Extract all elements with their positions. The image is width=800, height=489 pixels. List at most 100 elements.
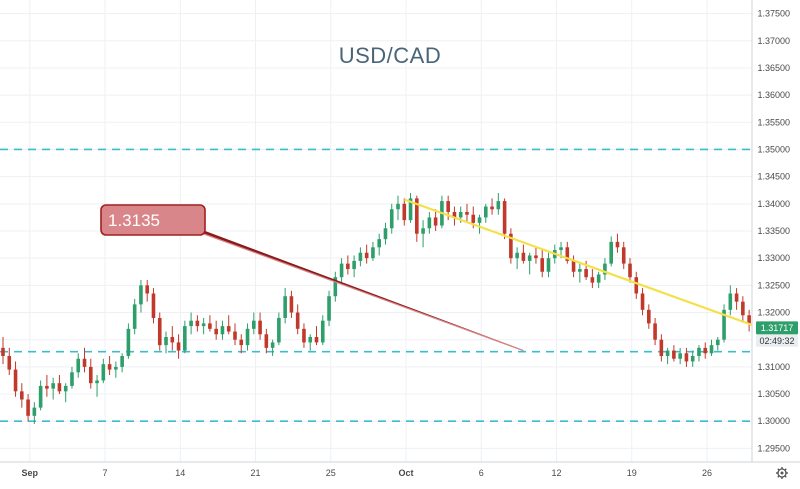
candle-body bbox=[509, 233, 513, 259]
time-axis-ticks: Sep 7 14 21 25 Oct 6 12 19 26 bbox=[22, 468, 712, 478]
candle-body bbox=[653, 323, 657, 340]
candle-body bbox=[114, 366, 118, 370]
candle-body bbox=[314, 336, 319, 343]
candle-body bbox=[452, 211, 457, 218]
candle-body bbox=[741, 301, 745, 316]
candle-body bbox=[408, 198, 413, 221]
price-tick-label: 1.35500 bbox=[757, 117, 790, 127]
candle-body bbox=[615, 241, 620, 248]
price-tick-label: 1.37000 bbox=[757, 36, 790, 46]
candle-body bbox=[377, 239, 381, 248]
candle-body bbox=[402, 203, 407, 221]
candle-body bbox=[51, 383, 55, 389]
candle-body bbox=[603, 263, 607, 275]
candle-body bbox=[302, 328, 306, 343]
candle-body bbox=[647, 309, 651, 324]
candle-body bbox=[38, 385, 43, 408]
price-tick-label: 1.35000 bbox=[757, 144, 790, 154]
candle-body bbox=[57, 383, 62, 392]
candle-body bbox=[107, 364, 112, 370]
last-price-badge-bg bbox=[756, 321, 798, 335]
candle-body bbox=[584, 269, 588, 278]
time-tick-label: 19 bbox=[627, 468, 637, 478]
candle-body bbox=[728, 293, 733, 310]
candle-body bbox=[339, 263, 344, 278]
price-tick-label: 1.34500 bbox=[757, 172, 790, 182]
candle-body bbox=[352, 260, 356, 270]
candle-body bbox=[672, 350, 676, 359]
candle-body bbox=[371, 247, 375, 259]
candle-body bbox=[715, 339, 720, 346]
candle-body bbox=[145, 285, 150, 294]
candle-body bbox=[327, 296, 331, 321]
candle-body bbox=[233, 331, 237, 340]
price-tick-label: 1.33000 bbox=[757, 253, 790, 263]
time-tick-label: 26 bbox=[702, 468, 712, 478]
candle-body bbox=[734, 293, 739, 302]
price-axis-panel[interactable] bbox=[752, 0, 800, 462]
time-tick-label: 21 bbox=[251, 468, 261, 478]
candle-body bbox=[697, 347, 701, 357]
callout-label: 1.3135 bbox=[108, 211, 160, 230]
candle-body bbox=[82, 358, 87, 367]
candle-body bbox=[621, 247, 626, 264]
candle-body bbox=[678, 353, 682, 359]
candle-body bbox=[239, 339, 244, 346]
candle-body bbox=[139, 285, 143, 305]
candle-body bbox=[208, 323, 212, 329]
candle-body bbox=[389, 209, 394, 229]
time-axis-panel[interactable] bbox=[0, 462, 800, 484]
candle-body bbox=[527, 255, 532, 261]
candle-body bbox=[277, 317, 281, 343]
candle-body bbox=[101, 364, 106, 381]
candle-body bbox=[483, 206, 488, 218]
price-tick-label: 1.34000 bbox=[757, 199, 790, 209]
candle-body bbox=[13, 369, 18, 392]
gear-icon[interactable] bbox=[776, 467, 788, 479]
candle-body bbox=[201, 323, 206, 327]
chart-title: USD/CAD bbox=[339, 43, 442, 68]
candle-body bbox=[490, 206, 494, 210]
candle-body bbox=[1, 347, 5, 357]
candle-body bbox=[383, 228, 388, 240]
candle-body bbox=[446, 201, 450, 212]
grid-lines bbox=[0, 0, 752, 462]
candle-body bbox=[590, 277, 595, 283]
candle-body bbox=[659, 339, 664, 357]
callout-box bbox=[100, 204, 206, 236]
candle-body bbox=[684, 353, 689, 362]
candle-body bbox=[634, 277, 639, 294]
candle-body bbox=[264, 334, 269, 348]
price-tick-label: 1.32500 bbox=[757, 280, 790, 290]
candle-body bbox=[346, 263, 350, 270]
time-tick-label: 25 bbox=[326, 468, 336, 478]
candle-body bbox=[189, 320, 193, 327]
candle-body bbox=[132, 304, 137, 329]
candle-body bbox=[63, 385, 68, 392]
candle-body bbox=[364, 252, 369, 259]
candle-body bbox=[396, 203, 400, 210]
candle-body bbox=[258, 320, 262, 335]
candle-body bbox=[245, 328, 250, 346]
price-tick-label: 1.32000 bbox=[757, 308, 790, 318]
callout-annotation: 1.3135 bbox=[100, 204, 524, 352]
price-tick-label: 1.36000 bbox=[757, 90, 790, 100]
candle-body bbox=[640, 293, 645, 310]
candle-body bbox=[540, 258, 545, 272]
last-price-label: 1.31717 bbox=[761, 323, 794, 333]
candle-body bbox=[515, 252, 519, 259]
candle-body bbox=[270, 342, 275, 348]
candle-body bbox=[596, 274, 601, 283]
candle-body bbox=[126, 328, 131, 357]
candle-body bbox=[709, 345, 714, 354]
candle-body bbox=[88, 366, 93, 384]
candle-body bbox=[458, 211, 463, 218]
candle-body bbox=[45, 385, 49, 389]
price-tick-label: 1.36500 bbox=[757, 63, 790, 73]
candle-body bbox=[151, 293, 156, 318]
candle-body bbox=[534, 255, 538, 259]
price-tick-label: 1.30500 bbox=[757, 389, 790, 399]
